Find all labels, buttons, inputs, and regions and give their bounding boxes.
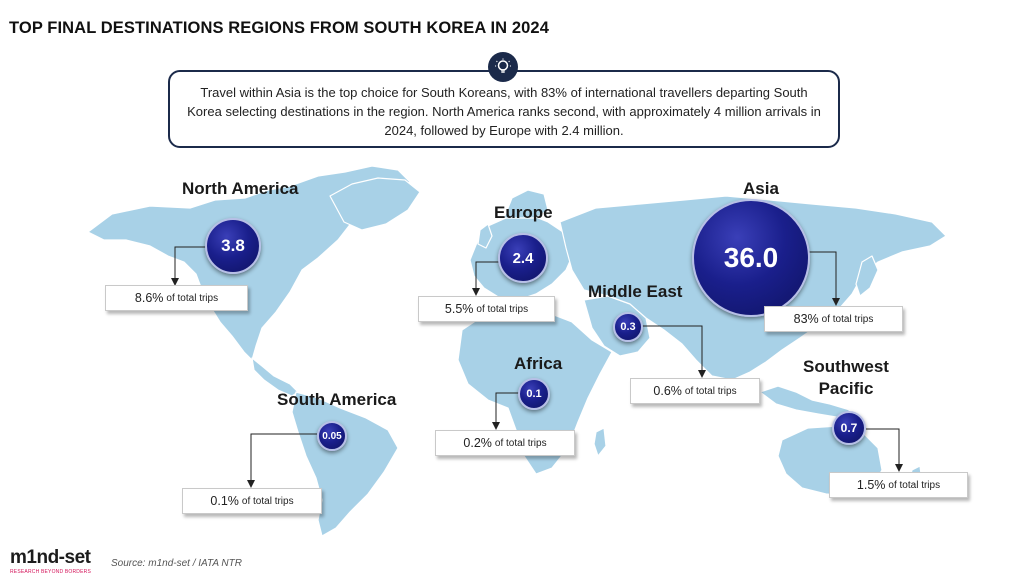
- share-value: 83%: [793, 312, 819, 326]
- share-value: 0.6%: [653, 384, 682, 398]
- logo-tagline: RESEARCH BEYOND BORDERS: [10, 569, 92, 575]
- share-value: 0.1%: [210, 494, 239, 508]
- label-europe: Europe: [494, 203, 553, 222]
- uk-landmass: [477, 223, 493, 249]
- share-value: 0.2%: [463, 436, 492, 450]
- callout-text: Travel within Asia is the top choice for…: [187, 84, 821, 138]
- source-note: Source: m1nd-set / IATA NTR: [111, 558, 242, 569]
- label-middle-east: Middle East: [588, 282, 683, 301]
- share-suffix: of total trips: [494, 437, 547, 449]
- lightbulb-icon: [488, 52, 518, 82]
- share-value: 8.6%: [134, 291, 164, 305]
- logo-wordmark: m1nd-set: [10, 547, 91, 568]
- share-suffix: of total trips: [821, 313, 874, 325]
- label-africa: Africa: [514, 354, 563, 373]
- share-middle-east: 0.6% of total trips: [630, 378, 760, 404]
- south-america-landmass: [291, 391, 399, 537]
- bubble-africa: 0.1: [518, 378, 550, 410]
- label-south-america: South America: [277, 390, 397, 409]
- bubble-middle-east: 0.3: [613, 312, 643, 342]
- share-suffix: of total trips: [476, 303, 529, 315]
- share-value: 1.5%: [856, 478, 886, 492]
- insight-callout: Travel within Asia is the top choice for…: [168, 70, 840, 148]
- bubble-north-america: 3.8: [205, 218, 261, 274]
- share-suffix: of total trips: [888, 479, 941, 491]
- share-asia: 83% of total trips: [764, 306, 903, 332]
- japan-landmass: [855, 255, 879, 297]
- bubble-europe: 2.4: [498, 233, 548, 283]
- share-south-america: 0.1% of total trips: [182, 488, 322, 514]
- madagascar-landmass: [593, 427, 607, 457]
- bubble-southwest-pacific: 0.7: [832, 411, 866, 445]
- greenland-landmass: [329, 177, 421, 231]
- share-value: 5.5%: [444, 302, 474, 316]
- page-title: TOP FINAL DESTINATIONS REGIONS FROM SOUT…: [9, 19, 549, 37]
- share-europe: 5.5% of total trips: [418, 296, 555, 322]
- southeast-asia-islands: [759, 385, 851, 419]
- bubble-south-america: 0.05: [317, 421, 347, 451]
- label-asia: Asia: [743, 179, 779, 198]
- share-suffix: of total trips: [166, 292, 219, 304]
- bubble-asia: 36.0: [692, 199, 810, 317]
- share-suffix: of total trips: [241, 495, 294, 507]
- label-southwest-pacific-text: Southwest Pacific: [803, 357, 889, 398]
- share-suffix: of total trips: [684, 385, 737, 397]
- label-southwest-pacific: Southwest Pacific: [796, 356, 896, 400]
- share-southwest-pacific: 1.5% of total trips: [829, 472, 968, 498]
- share-north-america: 8.6% of total trips: [105, 285, 248, 311]
- label-north-america: North America: [182, 179, 299, 198]
- m1nd-set-logo: m1nd-set RESEARCH BEYOND BORDERS: [10, 547, 100, 577]
- share-africa: 0.2% of total trips: [435, 430, 575, 456]
- scandinavia-landmass: [503, 189, 549, 219]
